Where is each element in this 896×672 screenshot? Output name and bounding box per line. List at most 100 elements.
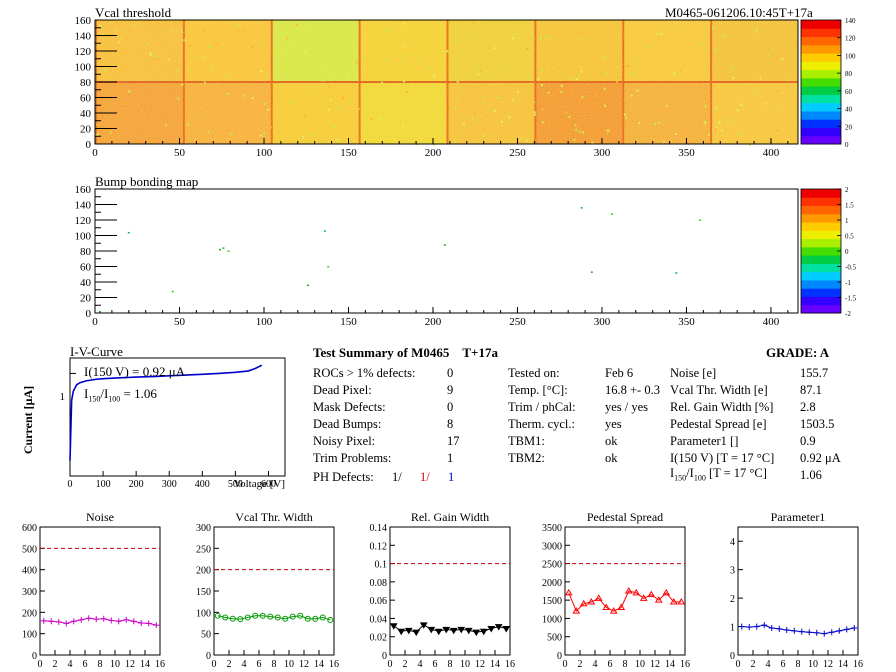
- bump-colorbar-band: [801, 304, 841, 314]
- vcal-colorbar-band: [801, 102, 841, 112]
- bump-ytick-label: 0: [86, 308, 92, 320]
- iv-ytick: 1: [60, 391, 66, 403]
- vcal-colorbar-frame: [800, 19, 842, 145]
- vcal-pixel: [473, 113, 476, 116]
- vcal-pixel: [532, 101, 535, 104]
- vcal-pixel: [715, 126, 718, 129]
- vcal-pixel: [336, 106, 339, 109]
- bump-ytick-label: 20: [80, 293, 92, 305]
- vcal-pixel: [243, 28, 246, 31]
- iv-annotation-ratio: I150/I100 = 1.06: [84, 386, 157, 404]
- vcal-pixel: [429, 66, 432, 69]
- roc-plot-xtick-label: 14: [314, 659, 324, 670]
- iv-ylabel: Current [μA]: [21, 386, 35, 454]
- bump-xtick-label: 400: [763, 316, 780, 328]
- iv-annotation-current: I(150 V) = 0.92 μA: [84, 364, 186, 379]
- summary-mid-value: yes: [605, 417, 622, 431]
- vcal-pixel: [385, 58, 388, 61]
- summary-right-value: 87.1: [800, 383, 822, 397]
- vcal-ytick-label: 0: [86, 139, 92, 151]
- roc-plot-point: [297, 612, 304, 619]
- vcal-pixel: [718, 121, 721, 124]
- vcal-pixel: [472, 21, 475, 24]
- vcal-pixel: [636, 103, 639, 106]
- vcal-colorbar-band: [801, 127, 841, 137]
- roc-plot-point: [304, 615, 311, 622]
- vcal-pixel: [595, 94, 598, 97]
- vcal-pixel: [305, 87, 308, 90]
- bump-colorbar-label: 1.5: [845, 202, 854, 210]
- vcal-pixel: [793, 45, 796, 48]
- vcal-pixel: [541, 108, 544, 111]
- vcal-roc-tile: [182, 82, 272, 145]
- roc-plot-line: [568, 590, 682, 612]
- summary-right-label: Rel. Gain Width [%]: [670, 400, 774, 414]
- roc-plot-xtick-label: 4: [242, 659, 247, 670]
- bump-colorbar-band: [801, 255, 841, 264]
- vcal-pixel: [577, 73, 580, 76]
- vcal-pixel: [701, 42, 704, 45]
- vcal-pixel: [177, 70, 180, 73]
- bump-colorbar-band: [801, 238, 841, 248]
- vcal-pixel: [318, 55, 321, 58]
- ph-defects-value-2: 1/: [420, 470, 430, 484]
- roc-plot-ytick-label: 50: [201, 630, 211, 641]
- roc-plot-ytick-label: 0: [206, 651, 211, 662]
- roc-plot-point: [449, 627, 458, 635]
- vcal-pixel: [507, 63, 510, 66]
- vcal-pixel: [402, 80, 405, 83]
- vcal-pixel: [354, 73, 357, 76]
- vcal-pixel: [603, 87, 606, 90]
- iv-xtick-label: 0: [68, 479, 73, 490]
- vcal-pixel: [515, 32, 518, 35]
- vcal-pixel: [606, 132, 609, 135]
- roc-plot-xtick-label: 12: [475, 659, 485, 670]
- vcal-pixel: [242, 94, 245, 97]
- vcal-pixel: [715, 49, 718, 52]
- vcal-pixel: [207, 130, 210, 133]
- bump-colorbar-band: [801, 271, 841, 281]
- roc-plot-xtick-label: 2: [578, 659, 583, 670]
- roc-plot-xtick-label: 0: [212, 659, 217, 670]
- bump-colorbar-label: -1: [845, 279, 851, 287]
- bump-ytick-label: 40: [80, 277, 92, 289]
- vcal-pixel: [289, 102, 292, 105]
- vcal-pixel: [349, 101, 352, 104]
- summary-left-value: 0: [447, 400, 454, 414]
- vcal-pixel: [496, 97, 499, 100]
- vcal-pixel: [263, 102, 266, 105]
- vcal-pixel: [749, 143, 752, 146]
- vcal-pixel: [294, 65, 297, 68]
- vcal-pixel: [154, 57, 157, 60]
- vcal-pixel: [574, 124, 577, 127]
- vcal-pixel: [215, 42, 218, 45]
- vcal-pixel: [251, 96, 254, 99]
- summary-right-value: 2.8: [800, 400, 816, 414]
- bump-colorbar-band: [801, 197, 841, 207]
- bump-point: [327, 266, 330, 268]
- vcal-pixel: [149, 53, 152, 56]
- iv-xtick-label: 400: [195, 479, 210, 490]
- roc-plot-xtick-label: 16: [329, 659, 339, 670]
- vcal-pixel: [148, 20, 151, 23]
- vcal-pixel: [263, 132, 266, 135]
- roc-plot-xtick-label: 16: [853, 659, 863, 670]
- vcal-pixel: [486, 115, 489, 118]
- vcal-roc-edge: [358, 82, 361, 144]
- vcal-pixel: [726, 121, 729, 124]
- roc-plot-point: [427, 626, 436, 634]
- roc-plot-xtick-label: 6: [608, 659, 613, 670]
- vcal-roc-tile: [446, 82, 535, 145]
- vcal-colorbar-label: 80: [845, 70, 853, 78]
- vcal-pixel: [482, 135, 485, 138]
- vcal-roc-tile: [622, 82, 711, 145]
- vcal-pixel: [537, 78, 540, 81]
- vcal-pixel: [456, 40, 459, 43]
- vcal-pixel: [548, 36, 551, 39]
- bump-point: [222, 247, 225, 249]
- roc-plot-xtick-label: 12: [823, 659, 833, 670]
- vcal-pixel: [118, 41, 121, 44]
- vcal-threshold-map: 0 50 100 150 200 250 300 350 4000204060801001201…: [75, 15, 857, 159]
- summary-left-label: Dead Pixel:: [313, 383, 372, 397]
